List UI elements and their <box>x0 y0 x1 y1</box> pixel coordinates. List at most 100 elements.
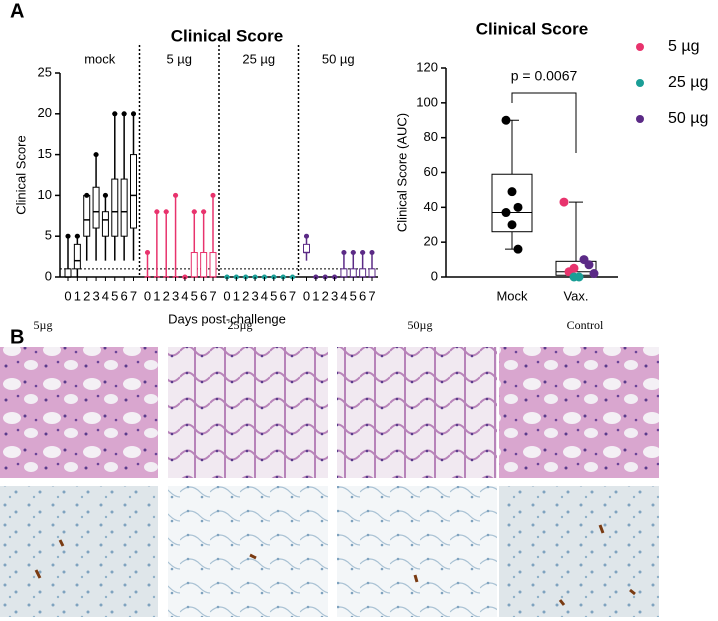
box <box>368 268 376 278</box>
x-tick-label: 4 <box>261 288 268 303</box>
max-point <box>163 209 169 215</box>
stain <box>34 524 636 606</box>
x-tick-label: 3 <box>331 288 338 303</box>
box <box>64 268 72 278</box>
point <box>513 244 523 254</box>
box <box>190 252 198 278</box>
x-tick-label: Vax. <box>563 288 588 303</box>
max-point <box>350 250 356 256</box>
legend-label: 5 µg <box>668 38 699 55</box>
group-label: 5 µg <box>166 51 192 66</box>
max-point <box>145 250 150 256</box>
image-caption: 5µg <box>34 318 53 332</box>
max-point <box>173 192 179 198</box>
significance-bracket <box>511 92 577 153</box>
ihc-image <box>0 486 158 617</box>
x-tick-label: 4 <box>181 288 188 303</box>
he-image <box>0 347 158 478</box>
legend-label: 50 µg <box>668 110 708 127</box>
box <box>359 268 367 278</box>
box <box>83 194 91 237</box>
y-tick-label: 0 <box>45 268 52 283</box>
max-point <box>341 250 347 256</box>
max-point <box>65 233 71 239</box>
x-tick-label: 6 <box>280 288 287 303</box>
box <box>120 178 128 237</box>
x-tick-label: 0 <box>303 288 310 303</box>
point <box>584 260 594 270</box>
point <box>559 197 569 207</box>
ihc-image <box>168 486 328 617</box>
max-point <box>360 250 366 256</box>
x-axis-label: Days post-challenge <box>168 311 286 326</box>
box <box>130 154 137 229</box>
y-tick-label: 25 <box>38 64 52 79</box>
legend-marker <box>636 79 644 87</box>
group-label: mock <box>84 51 116 66</box>
x-tick-label: 0 <box>64 288 71 303</box>
x-tick-label: 2 <box>322 288 329 303</box>
y-axis-label: Clinical Score <box>13 135 28 214</box>
max-point <box>210 192 216 198</box>
point <box>513 202 523 212</box>
x-tick-label: 7 <box>289 288 296 303</box>
point <box>589 269 599 279</box>
x-tick-label: 5 <box>111 288 118 303</box>
image-caption: Control <box>567 318 604 332</box>
he-image <box>337 347 497 478</box>
x-tick-label: 2 <box>242 288 249 303</box>
x-tick-label: 4 <box>340 288 347 303</box>
chart-title: Clinical Score <box>171 26 283 45</box>
x-tick-label: 5 <box>350 288 357 303</box>
chart-title: Clinical Score <box>476 19 588 38</box>
x-tick-label: 7 <box>209 288 216 303</box>
x-tick-label: 1 <box>153 288 160 303</box>
x-tick-label: 3 <box>92 288 99 303</box>
max-point <box>84 192 90 198</box>
he-image <box>499 347 659 478</box>
x-tick-label: 1 <box>233 288 240 303</box>
he-image <box>168 347 328 478</box>
panel-label: A <box>10 0 24 22</box>
max-point <box>191 209 197 215</box>
y-tick-label: 100 <box>416 94 438 109</box>
box <box>101 211 109 237</box>
x-tick-label: 3 <box>172 288 179 303</box>
x-tick-label: 6 <box>200 288 207 303</box>
y-axis-label: Clinical Score (AUC) <box>394 113 409 232</box>
x-tick-label: 7 <box>368 288 375 303</box>
max-point <box>93 152 99 158</box>
x-tick-label: 0 <box>223 288 230 303</box>
ihc-image <box>499 486 659 617</box>
legend-marker <box>636 115 644 123</box>
max-point <box>304 233 309 239</box>
max-point <box>154 209 160 215</box>
x-tick-label: 1 <box>312 288 319 303</box>
max-point <box>201 209 207 215</box>
annotation: p = 0.0067 <box>511 68 578 84</box>
x-tick-label: 6 <box>359 288 366 303</box>
image-caption: 25µg <box>228 318 253 332</box>
legend-marker <box>636 43 644 51</box>
box <box>209 252 217 278</box>
point <box>569 263 579 273</box>
point <box>507 220 517 230</box>
max-point <box>121 111 127 117</box>
y-tick-label: 15 <box>38 146 52 161</box>
y-tick-label: 120 <box>416 59 438 74</box>
x-tick-label: 3 <box>251 288 258 303</box>
max-point <box>102 192 108 198</box>
y-tick-label: 0 <box>431 268 438 283</box>
y-tick-label: 60 <box>424 164 438 179</box>
y-tick-label: 20 <box>424 234 438 249</box>
x-tick-label: 5 <box>191 288 198 303</box>
box <box>349 268 357 278</box>
box <box>303 243 310 254</box>
y-tick-label: 10 <box>38 187 52 202</box>
max-point <box>74 233 80 239</box>
box <box>111 178 119 237</box>
x-tick-label: 6 <box>121 288 128 303</box>
y-tick-label: 5 <box>45 228 52 243</box>
x-tick-label: 2 <box>163 288 170 303</box>
